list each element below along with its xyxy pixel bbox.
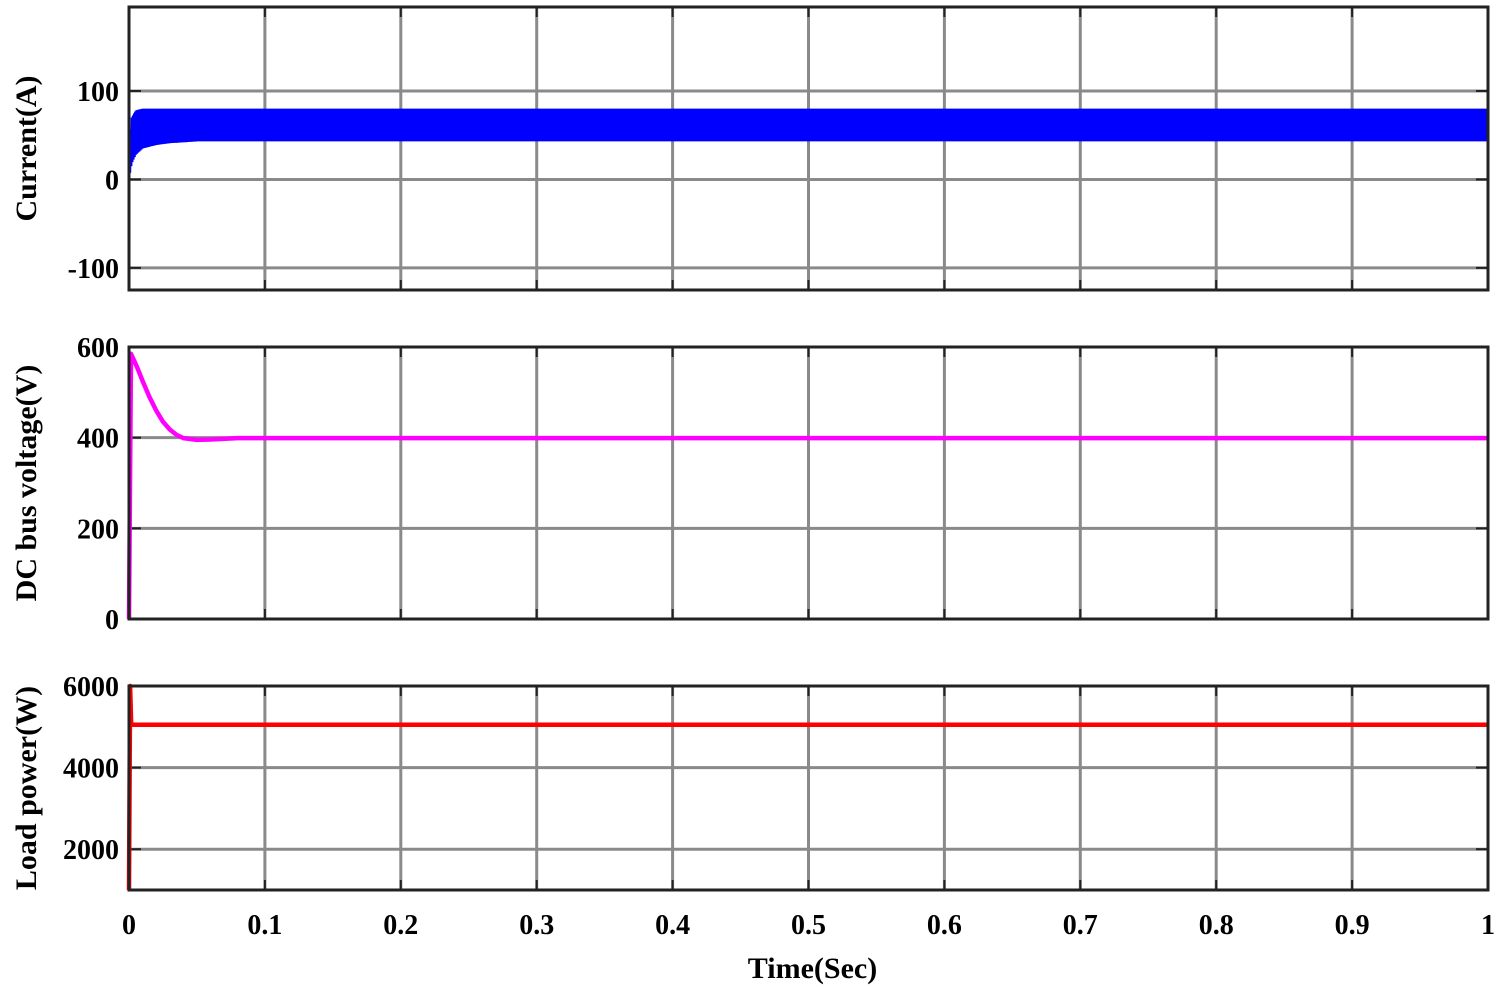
- x-tick-label: 0.8: [1199, 910, 1234, 941]
- current-series: [127, 108, 1490, 180]
- x-tick-label: 0.6: [927, 910, 962, 941]
- x-tick-labels: 0 0.1 0.2 0.3 0.4 0.5 0.6 0.7 0.8 0.9 1: [122, 910, 1495, 941]
- y-tick-label: 0: [105, 165, 119, 196]
- current-panel: -100 0 100 Current(A): [10, 5, 1490, 292]
- voltage-grid: [128, 346, 1489, 620]
- x-tick-label: 0.4: [655, 910, 690, 941]
- voltage-y-tick-labels: 0 200 400 600: [77, 333, 119, 636]
- current-y-tick-labels: -100 0 100: [68, 77, 119, 285]
- x-tick-label: 0.3: [519, 910, 554, 941]
- current-band: [129, 111, 1488, 177]
- power-grid: [128, 685, 1489, 890]
- y-tick-label: -100: [68, 254, 119, 285]
- power-axes-frame: [127, 684, 1490, 892]
- x-tick-label: 0.5: [791, 910, 826, 941]
- y-tick-label: 0: [105, 605, 119, 636]
- current-grid: [128, 7, 1489, 290]
- power-y-tick-labels: 2000 4000 6000: [63, 672, 119, 866]
- current-y-axis-label: Current(A): [10, 75, 43, 221]
- x-tick-label: 0.9: [1335, 910, 1370, 941]
- power-y-axis-label: Load power(W): [10, 686, 43, 890]
- x-tick-label: 1: [1481, 910, 1495, 941]
- x-tick-label: 0.2: [383, 910, 418, 941]
- voltage-series: [126, 351, 1488, 620]
- x-tick-label: 0: [122, 910, 136, 941]
- current-ripple-line: [127, 108, 1490, 180]
- y-tick-label: 6000: [63, 672, 119, 703]
- y-tick-label: 2000: [63, 835, 119, 866]
- series-line: [126, 351, 1488, 620]
- y-tick-label: 200: [77, 514, 119, 545]
- voltage-panel: 0 200 400 600 DC bus voltage(V): [10, 333, 1490, 636]
- x-tick-label: 0.1: [247, 910, 282, 941]
- current-axes-frame: [127, 5, 1490, 292]
- y-tick-label: 400: [77, 424, 119, 455]
- y-tick-label: 100: [77, 77, 119, 108]
- power-panel: 2000 4000 6000 0 0.1 0.2 0.3 0.4 0.5 0.6 0.7 0.8 0.…: [10, 672, 1495, 985]
- x-tick-label: 0.7: [1063, 910, 1098, 941]
- y-tick-label: 600: [77, 333, 119, 364]
- voltage-y-axis-label: DC bus voltage(V): [10, 365, 43, 602]
- y-tick-label: 4000: [63, 754, 119, 785]
- x-axis-label: Time(Sec): [748, 952, 877, 985]
- voltage-axes-frame: [127, 345, 1490, 621]
